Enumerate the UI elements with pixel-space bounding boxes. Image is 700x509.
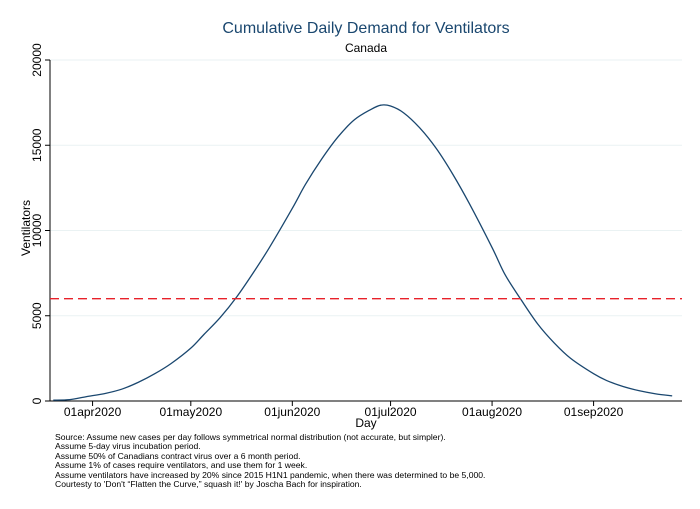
chart-subtitle: Canada — [345, 41, 387, 55]
x-axis-label: Day — [355, 416, 376, 430]
y-tick-label: 10000 — [30, 213, 44, 247]
y-tick-label: 5000 — [30, 302, 44, 329]
y-tick-label: 15000 — [30, 128, 44, 162]
chart-title: Cumulative Daily Demand for Ventilators — [222, 20, 509, 37]
note-line: Assume ventilators have increased by 20%… — [55, 469, 486, 480]
note-line: Assume 1% of cases require ventilators, … — [55, 460, 308, 471]
x-tick-label: 01sep2020 — [564, 405, 624, 419]
x-tick-label: 01jun2020 — [264, 405, 320, 419]
series-group — [50, 104, 682, 401]
y-tick-label: 0 — [30, 397, 44, 404]
note-line: Assume 5-day virus incubation period. — [55, 441, 201, 452]
grid-lines — [50, 59, 682, 317]
note-line: Courtesty to 'Don't “Flatten the Curve,”… — [55, 479, 362, 490]
x-tick-label: 01apr2020 — [64, 405, 122, 419]
x-ticks: 01apr2020 01may2020 01jun2020 01jul2020 01au… — [64, 401, 624, 419]
x-tick-label: 01aug2020 — [462, 405, 522, 419]
y-ticks: 0 5000 10000 15000 20000 — [30, 43, 50, 404]
note-line: Source: Assume new cases per day follows… — [55, 432, 446, 442]
chart-notes: Source: Assume new cases per day follows… — [55, 432, 486, 490]
note-line: Assume 50% of Canadians contract virus o… — [55, 450, 301, 461]
x-tick-label: 01jul2020 — [365, 405, 417, 419]
y-axis-label: Ventilators — [19, 200, 33, 256]
y-tick-label: 20000 — [30, 43, 44, 77]
x-tick-label: 01may2020 — [159, 405, 222, 419]
demand-curve-line — [53, 104, 673, 401]
